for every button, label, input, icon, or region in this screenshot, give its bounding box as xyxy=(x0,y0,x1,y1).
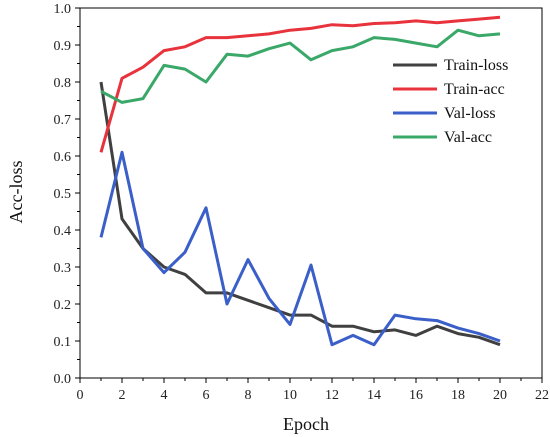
y-tick-label: 0.9 xyxy=(54,39,72,54)
x-tick-label: 8 xyxy=(245,388,252,403)
x-tick-label: 4 xyxy=(161,388,168,403)
x-tick-label: 18 xyxy=(451,388,465,403)
y-tick-label: 0.4 xyxy=(54,224,72,239)
y-tick-label: 0.1 xyxy=(54,335,72,350)
y-tick-label: 0.0 xyxy=(54,372,72,387)
series-line-val-loss xyxy=(99,150,501,347)
series-line-train-acc xyxy=(99,15,501,153)
series-line-train-loss xyxy=(99,81,501,347)
x-tick-label: 10 xyxy=(283,388,297,403)
legend-label-train-acc: Train-acc xyxy=(444,81,505,98)
x-tick-label: 0 xyxy=(77,388,84,403)
legend-label-val-loss: Val-loss xyxy=(444,105,496,122)
x-tick-label: 6 xyxy=(203,388,210,403)
legend: Train-loss Train-acc Val-loss Val-acc xyxy=(393,57,508,146)
x-tick-label: 16 xyxy=(409,388,423,403)
series-layer xyxy=(99,15,501,347)
y-axis-title: Acc-loss xyxy=(6,161,26,224)
legend-label-train-loss: Train-loss xyxy=(444,57,508,74)
x-tick-label: 14 xyxy=(367,388,381,403)
y-tick-label: 0.6 xyxy=(54,150,72,165)
y-axis-ticks: 0.0 0.1 0.2 0.3 0.4 0.5 0.6 0.7 0.8 0.9 1.0 xyxy=(54,2,80,387)
x-axis-title: Epoch xyxy=(283,414,329,434)
y-tick-label: 0.2 xyxy=(54,298,72,313)
x-tick-label: 2 xyxy=(119,388,126,403)
legend-label-val-acc: Val-acc xyxy=(444,129,492,146)
y-tick-label: 0.3 xyxy=(54,261,72,276)
series-line-val-acc xyxy=(100,28,501,104)
y-tick-label: 0.5 xyxy=(54,187,72,202)
x-tick-label: 22 xyxy=(535,388,549,403)
y-tick-label: 1.0 xyxy=(54,2,72,17)
y-tick-label: 0.7 xyxy=(54,113,72,128)
y-tick-label: 0.8 xyxy=(54,76,72,91)
x-tick-label: 20 xyxy=(493,388,507,403)
x-tick-label: 12 xyxy=(325,388,339,403)
x-axis-ticks: 0 2 4 6 8 10 12 14 16 18 20 22 xyxy=(77,378,549,403)
